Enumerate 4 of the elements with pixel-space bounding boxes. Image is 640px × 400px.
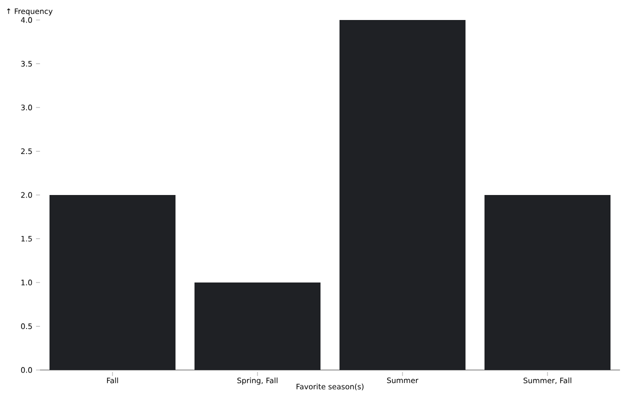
bar	[484, 194, 611, 370]
bar	[50, 194, 176, 370]
bar	[194, 282, 321, 370]
bar	[340, 20, 466, 370]
